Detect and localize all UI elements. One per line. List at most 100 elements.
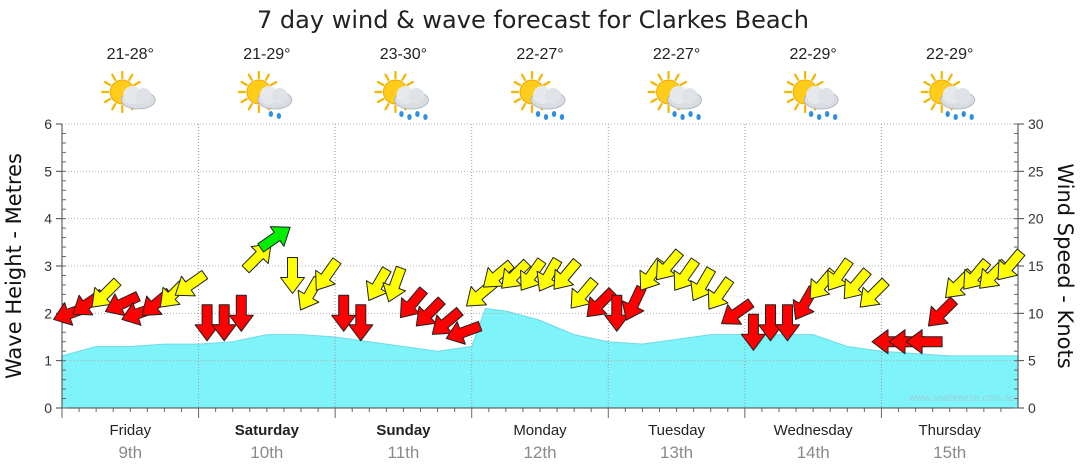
sun-ray [923,97,931,104]
rain-drop [824,111,830,117]
y-tick-label-right: 15 [1028,258,1044,274]
showers-icon [784,70,839,120]
y-tick-label-right: 0 [1028,400,1036,416]
wind-arrow [91,277,122,308]
wind-arrow [399,286,428,319]
wind-arrow [775,304,800,342]
day-name-label: Tuesday [648,422,705,439]
rain-drop [423,114,428,120]
temperature-label: 22-29° [926,46,973,63]
watermark: www.seabreeze.com.au [908,393,1015,404]
wind-arrow-shape [228,294,254,332]
wind-arrow [483,259,515,288]
wind-arrow [570,276,599,309]
y-tick-label-right: 10 [1028,305,1044,321]
y-tick-label-left: 1 [44,353,52,369]
sun-ray [111,103,117,111]
temperature-label: 22-29° [789,46,836,63]
cloud-puff [135,88,152,104]
wind-arrow-shape [257,226,291,253]
wind-arrow-shape [827,257,854,291]
wind-arrow-shape [963,257,992,290]
day-name-label: Monday [513,422,567,439]
wind-arrow-shape [553,257,582,290]
wind-arrow [257,226,291,253]
sun-ray [247,73,253,81]
sun-ray [406,80,414,87]
wind-arrow-shape [707,276,735,310]
wind-arrow-shape [905,329,943,355]
wind-arrow [228,294,254,332]
sun-ray [543,80,551,87]
chart-title: 7 day wind & wave forecast for Clarkes B… [257,6,809,34]
wind-arrow-shape [348,304,374,342]
sun-ray [930,73,936,81]
rain-drop [268,111,274,117]
wind-arrow-shape [604,294,630,332]
wind-arrow-shape [843,267,872,300]
wind-arrow [280,257,305,294]
wind-arrow-shape [501,258,532,289]
y-tick-label-right: 25 [1028,163,1044,179]
sun-ray [794,103,800,111]
temperature-label: 21-29° [243,46,290,63]
cloud-puff [271,88,288,104]
partly-cloudy-icon [101,70,156,114]
wind-arrow [445,320,483,345]
wind-arrow-shape [997,248,1026,281]
wind-arrow [553,257,582,290]
sun-ray [520,73,527,81]
wind-arrow [827,257,854,291]
wind-arrow [315,257,342,291]
sun-ray [240,97,248,104]
rain-drop [276,113,282,119]
sun-ray [650,80,658,87]
sun-ray [513,97,521,104]
wind-arrow [997,248,1026,281]
wind-arrow-shape [721,298,755,325]
sun-ray [657,103,663,111]
wind-arrow-shape [174,269,209,297]
cloud-puff [408,88,425,104]
wind-arrow [843,267,872,300]
day-date-label: 14th [797,443,830,462]
wind-arrow-shape [520,257,547,291]
day-date-label: 12th [523,443,556,462]
rain-drop [808,111,814,117]
sun-ray [947,73,953,81]
sun-ray [377,97,385,104]
wind-arrow-shape [673,257,701,291]
sun-ray [811,73,817,81]
y-tick-label-left: 6 [44,116,52,132]
wind-arrow [740,313,766,351]
wind-arrow-shape [315,257,342,291]
wind-arrow-shape [758,304,783,342]
light-rain-icon [237,70,293,119]
y-tick-label-left: 0 [44,400,52,416]
wind-arrow [963,257,992,290]
wind-arrow [104,291,141,317]
temperature-label: 21-28° [107,46,154,63]
showers-icon [920,70,976,120]
showers-icon [510,70,566,120]
wind-arrow [707,276,735,310]
wind-arrow [859,277,890,308]
sun-ray [537,73,544,81]
wind-arrow [520,257,547,291]
day-date-label: 9th [118,443,142,462]
y-tick-label-right: 20 [1028,211,1044,227]
rain-drop [543,114,549,120]
wind-arrow [174,269,209,297]
sun-ray [247,103,253,111]
showers-icon [374,70,429,120]
sun-ray [674,73,680,81]
y-axis-right-title: Wind Speed - Knots [1053,163,1077,368]
sun-ray [111,73,117,81]
wind-arrow-shape [740,313,766,351]
plot-area: 0 1 2 3 4 5 6 0 5 10 15 20 25 30 Friday 9th Saturday 10th… [44,116,1044,462]
day-name-label: Thursday [918,422,981,439]
sun-ray [377,80,385,87]
day-name-label: Saturday [235,422,300,439]
wind-arrow [721,298,755,325]
